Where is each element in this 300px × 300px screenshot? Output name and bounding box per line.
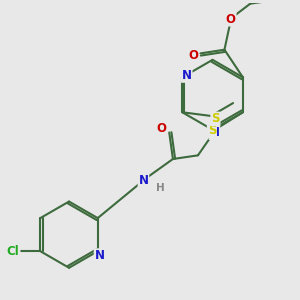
Text: O: O <box>226 13 236 26</box>
Text: N: N <box>209 126 219 139</box>
Text: Cl: Cl <box>7 245 20 258</box>
Text: H: H <box>156 183 164 193</box>
Text: S: S <box>211 112 220 125</box>
Text: N: N <box>182 69 192 82</box>
Text: N: N <box>94 249 105 262</box>
Text: S: S <box>208 124 216 137</box>
Text: O: O <box>156 122 166 135</box>
Text: O: O <box>188 49 198 62</box>
Text: N: N <box>139 174 148 187</box>
